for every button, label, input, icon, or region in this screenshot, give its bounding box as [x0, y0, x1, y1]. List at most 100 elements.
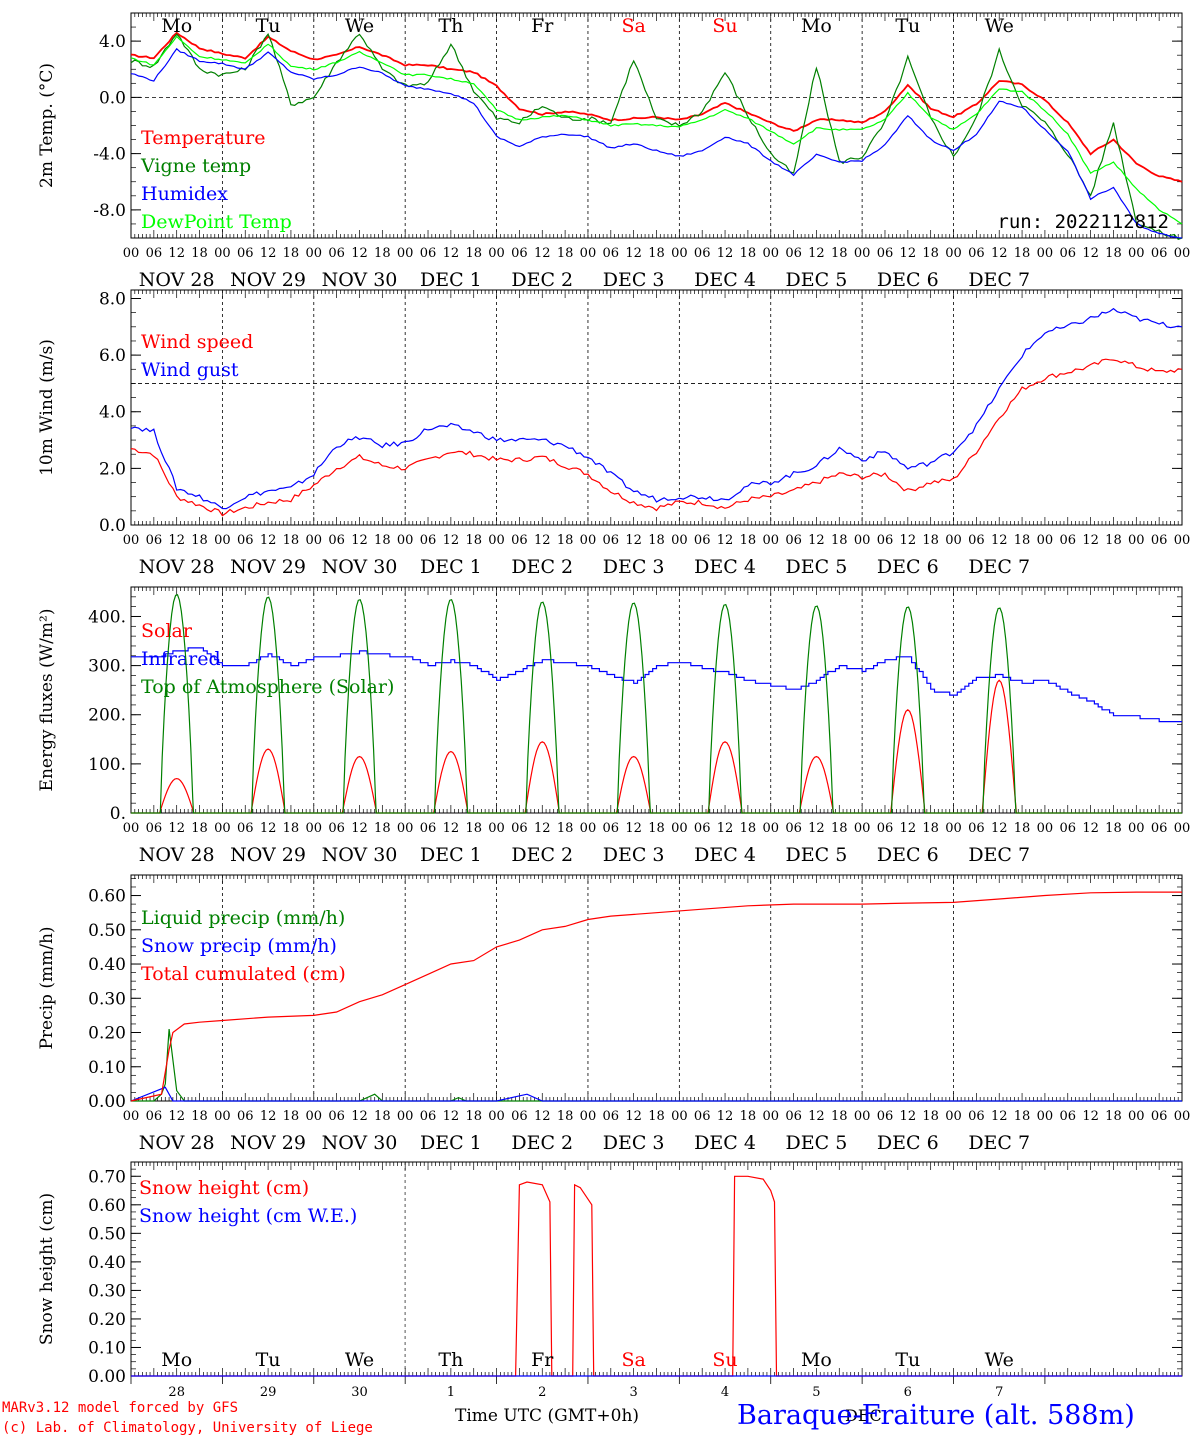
hour-label: 12 [991, 821, 1008, 836]
y-tick-label: 0.70 [88, 1167, 126, 1187]
hour-label: 00 [1174, 533, 1191, 548]
date-label: DEC 2 [511, 556, 573, 578]
hour-label: 18 [1105, 246, 1122, 261]
series-line [130, 31, 1183, 183]
hour-label: 00 [1128, 1109, 1145, 1124]
hour-label: 00 [762, 1109, 779, 1124]
hour-label: 00 [854, 1109, 871, 1124]
hour-label: 06 [328, 1109, 345, 1124]
y-axis-title: Energy fluxes (W/m²) [37, 609, 57, 792]
date-label: DEC 7 [968, 844, 1030, 866]
weekday-label: Tu [895, 15, 920, 37]
date-label: DEC 2 [511, 844, 573, 866]
hour-label: 06 [1059, 246, 1076, 261]
y-tick-label: 100. [88, 755, 126, 775]
legend-entry: Wind gust [141, 359, 239, 381]
date-label: DEC 3 [603, 1132, 665, 1154]
y-tick-label: 0.30 [88, 989, 126, 1009]
hour-label: 18 [1105, 1109, 1122, 1124]
panel-2 [130, 289, 1183, 526]
series-line [130, 1086, 1182, 1102]
hour-label: 00 [854, 533, 871, 548]
date-label: DEC 5 [786, 556, 848, 578]
hour-label: 06 [785, 533, 802, 548]
hour-label: 00 [671, 821, 688, 836]
hour-label: 00 [945, 1109, 962, 1124]
y-tick-label: -8.0 [93, 201, 126, 221]
hour-label: 12 [443, 821, 460, 836]
hour-label: 18 [191, 1109, 208, 1124]
day-number: 1 [447, 1385, 455, 1400]
date-label: NOV 30 [322, 1132, 398, 1154]
date-label: DEC 2 [511, 269, 573, 291]
weekday-label: Mo [161, 15, 192, 37]
hour-label: 18 [191, 533, 208, 548]
y-axis-title: 10m Wind (m/s) [37, 339, 57, 476]
date-label: NOV 30 [322, 269, 398, 291]
date-label: DEC 1 [420, 844, 482, 866]
date-label: DEC 3 [603, 844, 665, 866]
hour-label: 18 [374, 533, 391, 548]
hour-label: 00 [580, 246, 597, 261]
hour-label: 12 [717, 1109, 734, 1124]
y-axis-title: Precip (mm/h) [37, 926, 57, 1049]
hour-label: 06 [1151, 533, 1168, 548]
date-label: DEC 4 [694, 844, 756, 866]
day-number: 2 [538, 1385, 546, 1400]
date-label: DEC 4 [694, 269, 756, 291]
hour-label: 12 [351, 246, 368, 261]
hour-label: 00 [306, 533, 323, 548]
hour-label: 00 [1128, 821, 1145, 836]
hour-label: 18 [557, 246, 574, 261]
hour-label: 12 [534, 533, 551, 548]
hour-label: 18 [557, 1109, 574, 1124]
date-label: DEC 1 [420, 556, 482, 578]
y-tick-label: 0.10 [88, 1338, 126, 1358]
hour-label: 06 [420, 533, 437, 548]
weekday-label: Fr [531, 15, 554, 37]
hour-label: 18 [191, 246, 208, 261]
weekday-label: Mo [161, 1349, 192, 1371]
hour-label: 00 [1174, 821, 1191, 836]
hour-label: 12 [443, 246, 460, 261]
month-label: DEC [845, 1406, 882, 1425]
hour-label: 12 [260, 246, 277, 261]
y-tick-label: -4.0 [93, 145, 126, 165]
hour-label: 12 [168, 533, 185, 548]
legend-entry: Infrared [141, 648, 221, 670]
hour-label: 06 [420, 246, 437, 261]
hour-label: 06 [785, 1109, 802, 1124]
hour-label: 00 [214, 821, 231, 836]
weekday-label: Su [712, 15, 737, 37]
hour-label: 00 [214, 1109, 231, 1124]
hour-label: 06 [511, 533, 528, 548]
hour-label: 00 [854, 821, 871, 836]
hour-label: 06 [603, 1109, 620, 1124]
hour-label: 18 [831, 1109, 848, 1124]
series-line [130, 358, 1183, 517]
hour-label: 00 [762, 533, 779, 548]
weekday-label: We [985, 1349, 1014, 1371]
y-tick-label: 400. [88, 607, 126, 627]
hour-label: 18 [740, 1109, 757, 1124]
hour-label: 06 [511, 1109, 528, 1124]
hour-label: 00 [123, 821, 140, 836]
y-tick-label: 0.60 [88, 887, 126, 907]
date-label: NOV 28 [139, 269, 215, 291]
date-label: DEC 6 [877, 844, 939, 866]
y-axis-title: 2m Temp. (°C) [37, 63, 57, 188]
hour-label: 12 [260, 821, 277, 836]
hour-label: 12 [991, 533, 1008, 548]
series-line [131, 679, 1182, 814]
day-number: 3 [630, 1385, 638, 1400]
hour-label: 00 [488, 1109, 505, 1124]
y-tick-label: 300. [88, 657, 126, 677]
hour-label: 18 [1014, 821, 1031, 836]
series-line [131, 1175, 1182, 1377]
hour-label: 12 [351, 1109, 368, 1124]
hour-label: 18 [648, 533, 665, 548]
hour-label: 06 [237, 1109, 254, 1124]
hour-label: 18 [831, 533, 848, 548]
date-label: DEC 1 [420, 269, 482, 291]
